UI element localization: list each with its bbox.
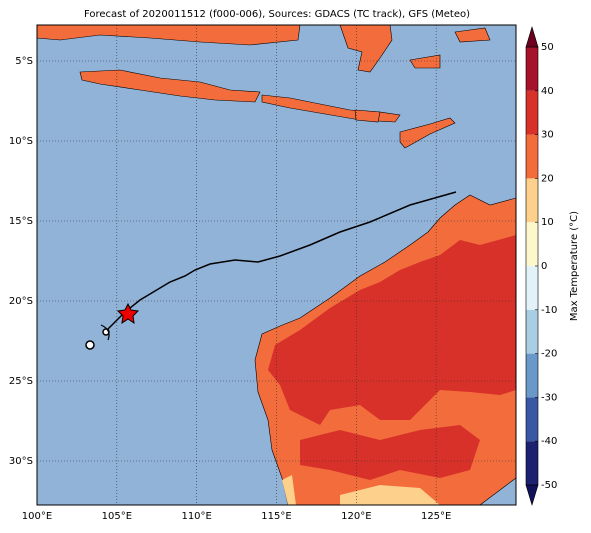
map-frame bbox=[36, 24, 517, 506]
x-tick-label: 125°E bbox=[421, 511, 451, 522]
colorbar-band bbox=[526, 309, 538, 354]
colorbar-band bbox=[526, 90, 538, 135]
colorbar-tick-label: -10 bbox=[541, 305, 557, 316]
land bbox=[354, 109, 381, 123]
colorbar-tick-label: 20 bbox=[541, 173, 554, 184]
land bbox=[36, 24, 301, 46]
map-title: Forecast of 2020011512 (f000-006), Sourc… bbox=[84, 9, 470, 20]
colorbar-band bbox=[526, 353, 538, 398]
colorbar-label: Max Temperature (°C) bbox=[569, 211, 580, 321]
y-tick-label: 10°S bbox=[9, 136, 33, 147]
colorbar-band bbox=[526, 134, 538, 179]
colorbar-band bbox=[526, 47, 538, 91]
land bbox=[339, 24, 393, 73]
tc-track bbox=[104, 191, 457, 333]
colorbar-tick-label: 10 bbox=[541, 217, 554, 228]
colorbar-tick-label: -40 bbox=[541, 436, 557, 447]
land-warm bbox=[300, 425, 480, 480]
land bbox=[79, 69, 261, 103]
current-position bbox=[116, 302, 140, 325]
colorbar-tick-label: -20 bbox=[541, 349, 557, 360]
colorbar: -50 -40 -30 -20 -10 0 10 20 30 40 50 bbox=[525, 25, 557, 507]
colorbar-tick-label: 30 bbox=[541, 130, 554, 141]
colorbar-band bbox=[526, 222, 538, 266]
colorbar-band bbox=[526, 266, 538, 310]
x-tick-label: 100°E bbox=[22, 511, 52, 522]
land-warm bbox=[268, 235, 516, 425]
x-tick-label: 105°E bbox=[102, 511, 132, 522]
colorbar-band bbox=[526, 178, 538, 223]
y-tick-label: 30°S bbox=[9, 456, 33, 467]
colorbar-band bbox=[526, 441, 538, 485]
y-tick-label: 5°S bbox=[15, 56, 33, 67]
colorbar-tick-label: -30 bbox=[541, 392, 557, 403]
y-tick-label: 15°S bbox=[9, 216, 33, 227]
land-mild bbox=[282, 475, 296, 505]
x-tick-label: 115°E bbox=[261, 511, 291, 522]
land bbox=[409, 54, 441, 69]
storm-symbol bbox=[100, 324, 110, 341]
colorbar-tick-label: 0 bbox=[541, 261, 547, 272]
colorbar-tick-label: -50 bbox=[541, 480, 557, 491]
colorbar-band bbox=[526, 397, 538, 442]
x-tick-label: 110°E bbox=[181, 511, 211, 522]
colorbar-tick-label: 40 bbox=[541, 86, 554, 97]
land-mild bbox=[340, 485, 440, 505]
y-tick-label: 25°S bbox=[9, 376, 33, 387]
land bbox=[454, 27, 491, 43]
colorbar-extend bbox=[525, 25, 539, 48]
x-tick-label: 120°E bbox=[341, 511, 371, 522]
colorbar-tick-label: 50 bbox=[541, 42, 554, 53]
colorbar-extend bbox=[525, 484, 539, 507]
track-point bbox=[85, 340, 95, 350]
y-tick-label: 20°S bbox=[9, 296, 33, 307]
land bbox=[399, 117, 456, 149]
